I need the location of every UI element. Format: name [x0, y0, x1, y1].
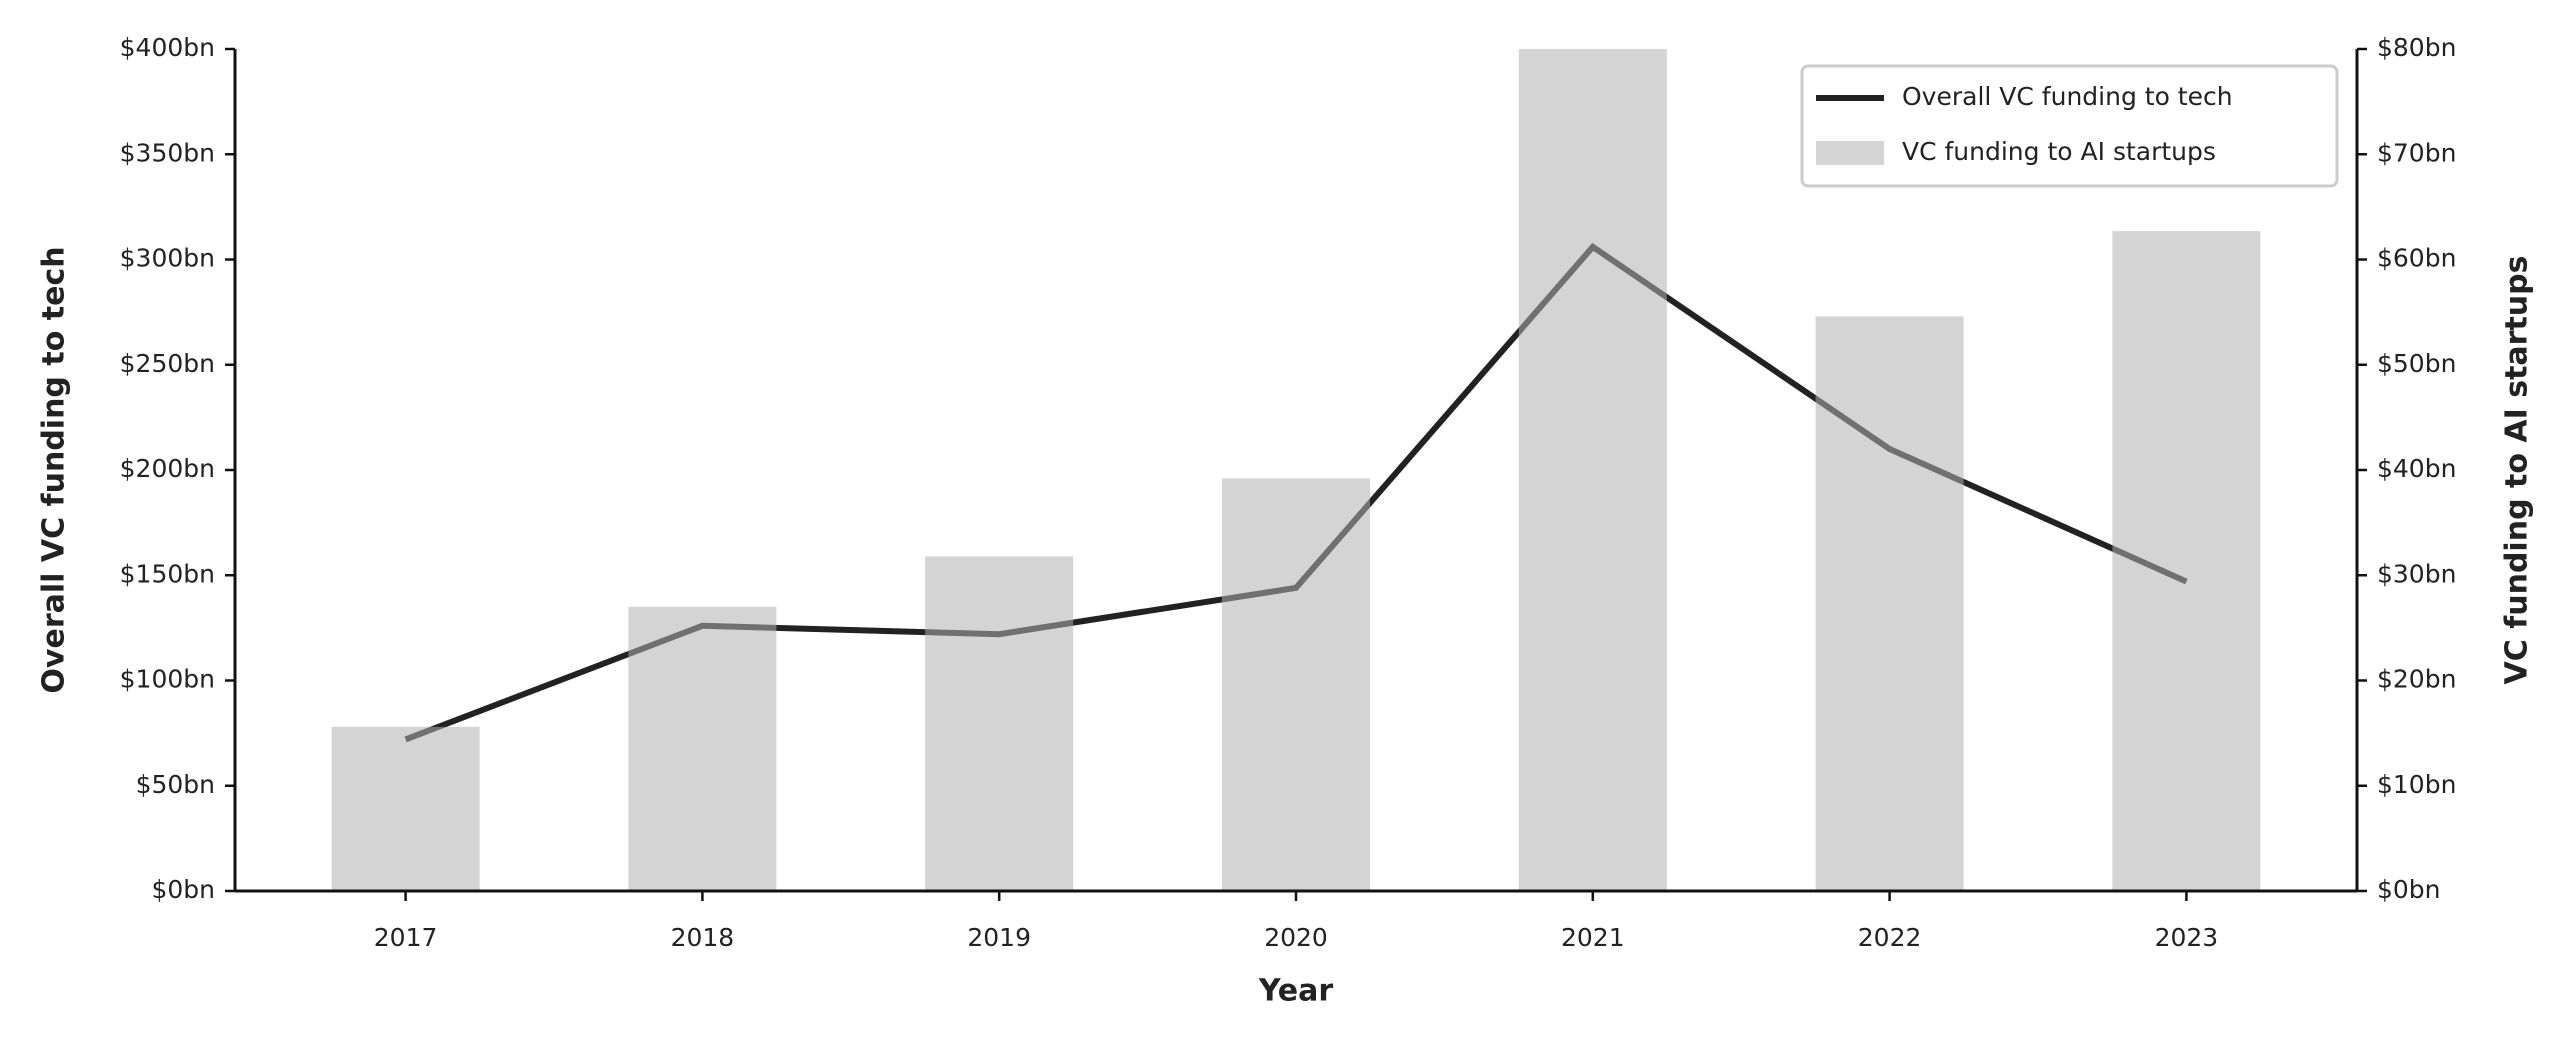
y2-tick-label: $40bn: [2377, 454, 2456, 483]
y2-tick-label: $0bn: [2377, 875, 2441, 904]
y2-tick-label: $50bn: [2377, 349, 2456, 378]
legend-box: [1800, 64, 2339, 188]
x-tick-label: 2021: [1561, 923, 1625, 952]
y-tick-label: $300bn: [120, 244, 215, 273]
bar: [628, 606, 777, 891]
x-tick-label: 2019: [967, 923, 1031, 952]
bar: [1815, 316, 1964, 892]
legend-swatch: [1816, 141, 1884, 165]
y-tick-label: $200bn: [120, 454, 215, 483]
bar: [925, 556, 1074, 891]
legend-label: Overall VC funding to tech: [1902, 82, 2233, 111]
bar: [1222, 478, 1370, 891]
y2-axis-label: VC funding to AI startups: [2500, 256, 2535, 685]
y-tick-label: $250bn: [120, 349, 215, 378]
y-tick-label: $400bn: [120, 33, 215, 62]
y-tick-label: $350bn: [120, 138, 215, 167]
y-tick-label: $100bn: [120, 665, 215, 694]
bar: [1518, 49, 1667, 891]
y2-tick-label: $20bn: [2377, 665, 2456, 694]
y2-tick-label: $80bn: [2377, 33, 2456, 62]
y2-tick-label: $60bn: [2377, 244, 2456, 273]
y-tick-label: $150bn: [120, 559, 215, 588]
x-tick-label: 2017: [374, 923, 438, 952]
x-axis-label: Year: [1258, 974, 1334, 1009]
y-tick-label: $0bn: [151, 875, 215, 904]
y2-tick-label: $30bn: [2377, 559, 2456, 588]
bar: [331, 726, 480, 891]
x-tick-label: 2018: [671, 923, 735, 952]
x-tick-label: 2022: [1858, 923, 1922, 952]
y-axis-label: Overall VC funding to tech: [37, 246, 72, 693]
legend-label: VC funding to AI startups: [1902, 137, 2216, 166]
bar: [2112, 231, 2261, 891]
y2-tick-label: $10bn: [2377, 770, 2456, 799]
y-tick-label: $50bn: [136, 770, 215, 799]
x-tick-label: 2020: [1264, 923, 1328, 952]
x-tick-label: 2023: [2155, 923, 2219, 952]
y2-tick-label: $70bn: [2377, 138, 2456, 167]
